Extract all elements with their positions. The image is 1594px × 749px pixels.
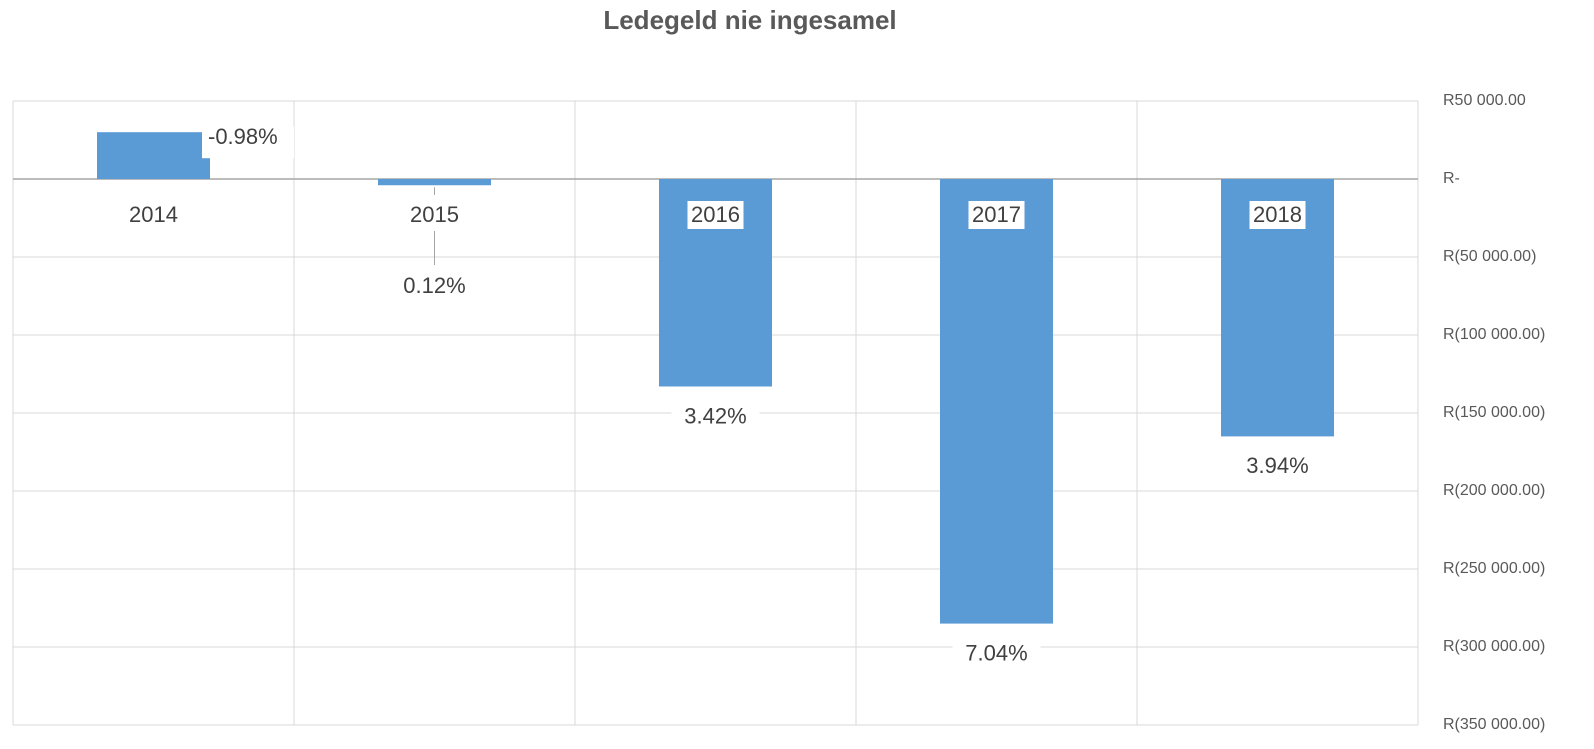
- category-label-bg: [125, 201, 182, 229]
- y-tick-label: R(200 000.00): [1443, 482, 1545, 499]
- annotation: -0.98%: [208, 124, 278, 149]
- annotation: 3.94%: [1246, 453, 1308, 478]
- annotation: 3.42%: [684, 403, 746, 428]
- y-tick-label: R(50 000.00): [1443, 248, 1536, 265]
- x-tick-label: 2018: [1253, 202, 1302, 227]
- category-label-bg: [968, 201, 1025, 229]
- y-tick-label: R(100 000.00): [1443, 326, 1545, 343]
- x-tick-label: 2017: [972, 202, 1021, 227]
- bar: [378, 179, 491, 186]
- y-tick-label: R(150 000.00): [1443, 404, 1545, 421]
- x-tick-label: 2015: [410, 202, 459, 227]
- bar: [97, 132, 210, 179]
- y-tick-label: R(350 000.00): [1443, 716, 1545, 733]
- y-tick-label: R(250 000.00): [1443, 560, 1545, 577]
- category-label-bg: [406, 201, 463, 229]
- annotation-bg: [202, 126, 294, 159]
- x-tick-label: 2016: [691, 202, 740, 227]
- annotation: 0.12%: [403, 273, 465, 298]
- annotation: 7.04%: [965, 640, 1027, 665]
- annotation-bg: [671, 400, 760, 433]
- bar: [940, 179, 1053, 624]
- x-tick-label: 2014: [129, 202, 178, 227]
- category-label-bg: [1249, 201, 1306, 229]
- y-tick-label: R(300 000.00): [1443, 638, 1545, 655]
- annotation-bg: [952, 637, 1041, 670]
- y-tick-label: R50 000.00: [1443, 92, 1526, 109]
- category-label-bg: [687, 201, 744, 229]
- y-tick-label: R-: [1443, 170, 1460, 187]
- chart-title: Ledegeld nie ingesamel: [603, 5, 896, 35]
- annotation-bg: [1233, 450, 1322, 483]
